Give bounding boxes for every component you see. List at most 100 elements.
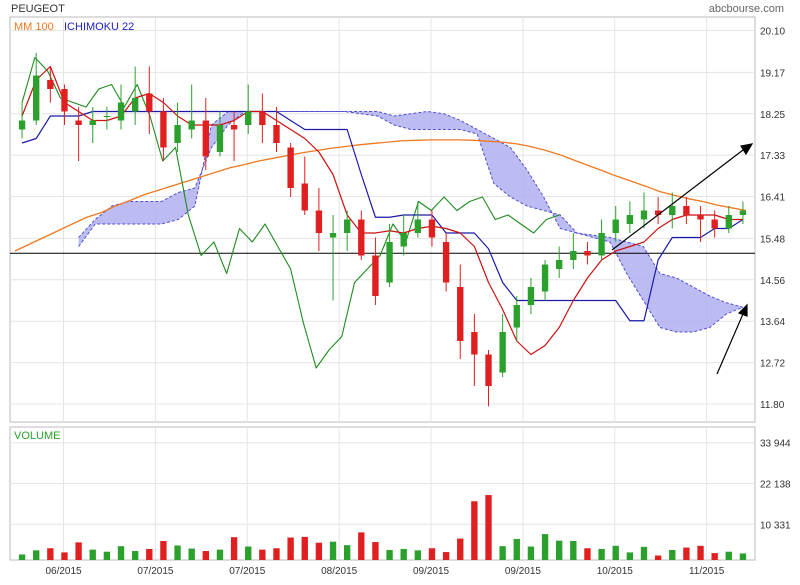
candle-body (669, 206, 676, 215)
candle-body (428, 219, 436, 238)
volume-bar (89, 549, 96, 560)
candlesticks (18, 53, 747, 407)
volume-bar (739, 553, 747, 560)
candle-body (414, 219, 422, 233)
mm100-line (14, 139, 747, 252)
volume-bar (626, 552, 634, 560)
volume-bar (400, 548, 407, 560)
date-tick-label: 09/2015 (413, 566, 450, 577)
date-tick-label: 09/2015 (505, 566, 542, 577)
chikou-line (21, 56, 560, 369)
volume-bar (174, 545, 181, 560)
candle-body (442, 242, 450, 283)
candle-body (513, 305, 520, 328)
candle-body (61, 89, 68, 112)
volume-title: VOLUME (14, 430, 60, 442)
ichimoku-cloud (10, 110, 755, 333)
candle-body (287, 147, 294, 188)
volume-bar (485, 495, 492, 560)
volume-bar (584, 548, 591, 560)
date-tick-label: 07/2015 (229, 566, 266, 577)
source-label: abcbourse.com (709, 3, 784, 15)
candle-body (386, 242, 393, 283)
volume-bar (47, 548, 54, 560)
instrument-title: PEUGEOT (11, 3, 65, 15)
candle-body (556, 260, 563, 269)
volume-bar (75, 542, 82, 560)
volume-bar (513, 538, 520, 560)
volume-bar (245, 546, 252, 560)
volume-bar (541, 534, 549, 560)
volume-bar (103, 551, 111, 560)
candle-body (174, 125, 181, 143)
volume-bar (428, 548, 436, 560)
candle-body (739, 210, 747, 215)
volume-bar (202, 551, 209, 560)
volume-panel (9, 426, 756, 561)
volume-bar (273, 548, 280, 560)
candle-body (47, 80, 54, 89)
candle-body (400, 233, 407, 247)
candle-body (527, 287, 535, 305)
candle-body (216, 125, 224, 152)
lower-trend-arrow (716, 313, 744, 375)
candle-body (103, 116, 111, 117)
candle-body (697, 215, 704, 220)
volume-bar (725, 551, 732, 560)
price-tick-label: 18.25 (760, 110, 785, 121)
candle-body (259, 111, 266, 125)
volume-bar (640, 546, 648, 560)
volume-bar (259, 549, 266, 560)
axis-labels: 20.10 19.17 18.25 17.33 16.41 15.48 14.56 13.64… (45, 27, 791, 578)
candle-body (230, 125, 238, 130)
volume-bar (188, 548, 195, 560)
candle-body (160, 111, 167, 148)
price-tick-label: 13.64 (760, 317, 785, 328)
price-tick-label: 19.17 (760, 68, 785, 79)
volume-tick-label: 10 331 (760, 520, 791, 531)
candle-body (499, 332, 506, 373)
date-tick-label: 06/2015 (45, 566, 82, 577)
price-tick-label: 14.56 (760, 276, 785, 287)
volume-bar (386, 549, 393, 560)
volume-bar (146, 548, 153, 560)
candle-body (245, 111, 252, 125)
candle-body (131, 98, 139, 112)
candle-body (202, 120, 209, 157)
volume-bar (598, 548, 605, 560)
volume-bar (131, 551, 139, 560)
volume-bar (329, 541, 337, 560)
indicator-lines (14, 56, 747, 369)
volume-bar (654, 555, 662, 560)
price-tick-label: 16.41 (760, 193, 785, 204)
volume-bar (343, 545, 351, 560)
volume-bars (18, 495, 747, 560)
candle-body (146, 93, 153, 112)
tenkan-line (21, 65, 743, 356)
volume-bar (499, 546, 506, 560)
cloud-area (78, 111, 743, 332)
candle-body (301, 183, 308, 211)
volume-bar (669, 549, 676, 560)
volume-bar (372, 542, 379, 560)
volume-bar (301, 536, 308, 560)
volume-bar (570, 541, 577, 560)
candle-body (541, 264, 549, 292)
kijun-line (21, 110, 744, 322)
candle-body (725, 215, 732, 229)
volume-bar (612, 545, 619, 560)
candle-body (654, 210, 662, 215)
candle-body (570, 251, 577, 260)
legend-ichimoku: ICHIMOKU 22 (64, 21, 134, 33)
price-tick-label: 12.72 (760, 359, 785, 370)
volume-bar (117, 546, 125, 560)
volume-bar (18, 554, 26, 560)
candle-body (329, 233, 337, 238)
candle-body (75, 120, 82, 125)
volume-bar (61, 552, 68, 560)
volume-bar (471, 501, 478, 560)
candle-body (640, 210, 648, 220)
candle-body (33, 75, 40, 121)
volume-bar (527, 546, 535, 560)
lower-arrow-head (737, 303, 748, 317)
